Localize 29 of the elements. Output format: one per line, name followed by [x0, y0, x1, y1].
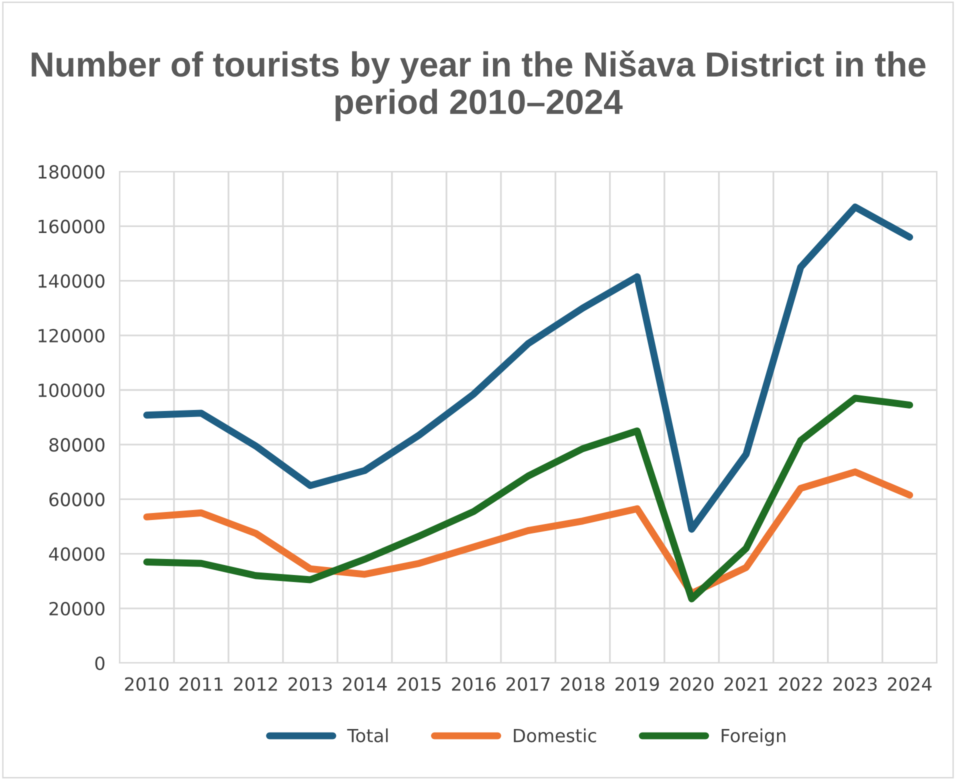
x-tick-label: 2021	[724, 677, 768, 691]
x-tick-label: 2010	[125, 677, 169, 691]
legend-label: Foreign	[722, 728, 786, 746]
x-tick-label: 2012	[234, 677, 277, 691]
y-tick-label: 100000	[38, 383, 104, 398]
y-tick-label: 160000	[38, 220, 104, 234]
y-tick-label: 140000	[38, 274, 104, 288]
y-tick-label: 40000	[49, 547, 104, 561]
x-tick-label: 2022	[778, 677, 822, 691]
x-tick-label: 2014	[343, 677, 387, 691]
legend-label: Total	[347, 728, 388, 742]
x-tick-label: 2018	[561, 677, 604, 691]
x-tick-label: 2011	[180, 677, 223, 691]
y-tick-label: 80000	[49, 438, 104, 452]
x-tick-label: 2013	[288, 677, 332, 691]
x-tick-label: 2019	[616, 677, 659, 691]
legend-label: Domestic	[514, 728, 596, 742]
x-tick-label: 2017	[506, 677, 550, 691]
x-tick-label: 2023	[833, 677, 877, 691]
chart-title: Number of tourists by year in the Nišava District in the period 2010–2024	[32, 50, 926, 122]
y-tick-label: 180000	[38, 165, 104, 179]
y-tick-label: 120000	[38, 328, 104, 343]
x-tick-label: 2016	[452, 677, 496, 691]
y-tick-label: 60000	[49, 492, 104, 506]
y-tick-label: 20000	[49, 602, 104, 616]
x-tick-label: 2015	[398, 677, 441, 691]
x-tick-label: 2020	[670, 677, 714, 691]
x-tick-label: 2024	[888, 677, 932, 691]
y-tick-label: 0	[95, 656, 104, 670]
